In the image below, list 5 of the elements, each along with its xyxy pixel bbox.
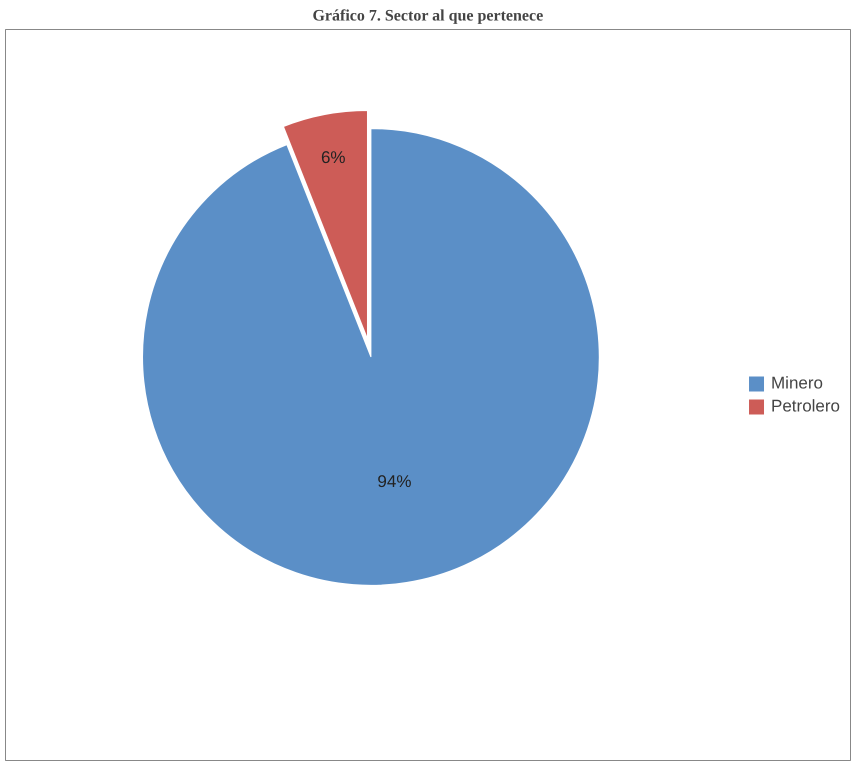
legend-label: Petrolero xyxy=(771,396,840,416)
data-label: 94% xyxy=(377,472,412,492)
chart-title: Gráfico 7. Sector al que pertenece xyxy=(312,8,544,24)
data-label: 6% xyxy=(320,148,346,168)
legend-label: Minero xyxy=(771,373,823,393)
